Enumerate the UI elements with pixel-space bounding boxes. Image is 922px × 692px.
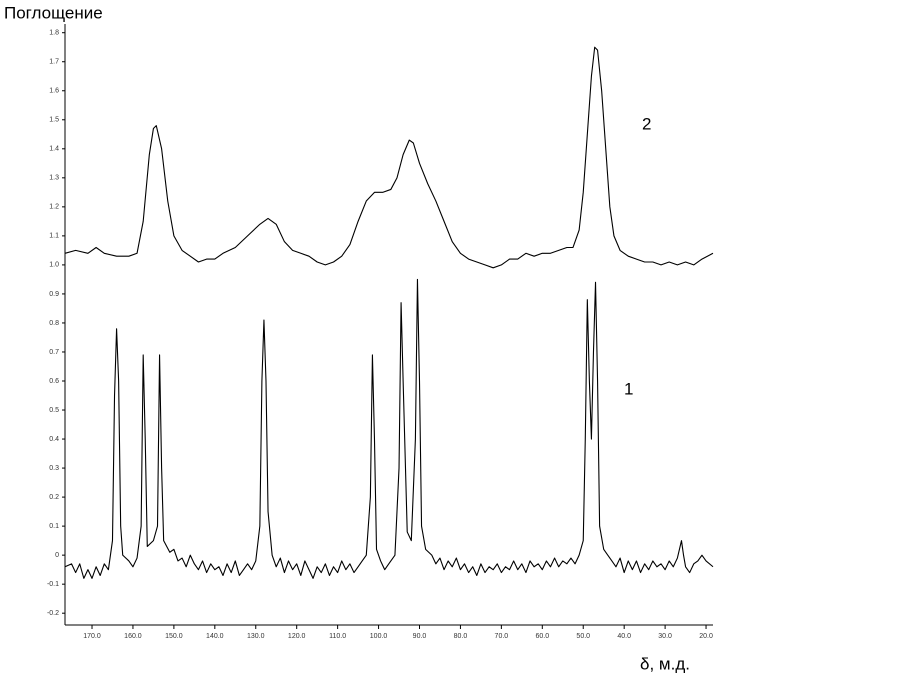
y-tick-label: 1.7: [49, 59, 59, 66]
series-label: 2: [642, 114, 651, 133]
y-tick-label: 1.0: [49, 262, 59, 269]
x-tick-label: 130.0: [247, 633, 265, 640]
series-label: 1: [624, 379, 633, 398]
y-tick-label: 1.8: [49, 30, 59, 37]
x-tick-label: 60.0: [535, 633, 549, 640]
y-tick-label: 0.7: [49, 349, 59, 356]
y-tick-label: 1.4: [49, 146, 59, 153]
x-tick-label: 150.0: [165, 633, 183, 640]
x-tick-label: 170.0: [83, 633, 101, 640]
x-tick-label: 90.0: [413, 633, 427, 640]
y-tick-label: 1.5: [49, 117, 59, 124]
x-tick-label: 50.0: [576, 633, 590, 640]
y-tick-label: 0.5: [49, 407, 59, 414]
x-tick-label: 120.0: [288, 633, 306, 640]
y-axis-label: Поглощение: [4, 3, 103, 22]
y-tick-label: 0.4: [49, 436, 59, 443]
y-tick-label: 0.1: [49, 523, 59, 530]
x-tick-label: 110.0: [329, 633, 346, 640]
y-tick-label: 0.6: [49, 378, 59, 385]
x-tick-label: 160.0: [124, 633, 142, 640]
y-tick-label: 1.6: [49, 88, 59, 95]
y-tick-label: 1.3: [49, 175, 59, 182]
x-tick-label: 140.0: [206, 633, 224, 640]
y-tick-label: 0.8: [49, 320, 59, 327]
x-tick-label: 100.0: [370, 633, 388, 640]
y-tick-label: 1.1: [49, 233, 59, 240]
x-axis-label: δ, м.д.: [640, 654, 690, 673]
y-tick-label: -0.2: [47, 610, 59, 617]
spectrum-line: [64, 278, 714, 579]
y-tick-label: 0.9: [49, 291, 59, 298]
y-tick-label: 1.2: [49, 204, 59, 211]
x-tick-label: 40.0: [617, 633, 631, 640]
x-tick-label: 30.0: [658, 633, 672, 640]
x-tick-label: 20.0: [699, 633, 713, 640]
x-tick-label: 80.0: [454, 633, 468, 640]
y-tick-label: -0.1: [47, 581, 59, 588]
spectrum-line: [64, 46, 714, 269]
x-tick-label: 70.0: [495, 633, 509, 640]
y-tick-label: 0.3: [49, 465, 59, 472]
y-tick-label: 0: [55, 552, 59, 559]
y-tick-label: 0.2: [49, 494, 59, 501]
